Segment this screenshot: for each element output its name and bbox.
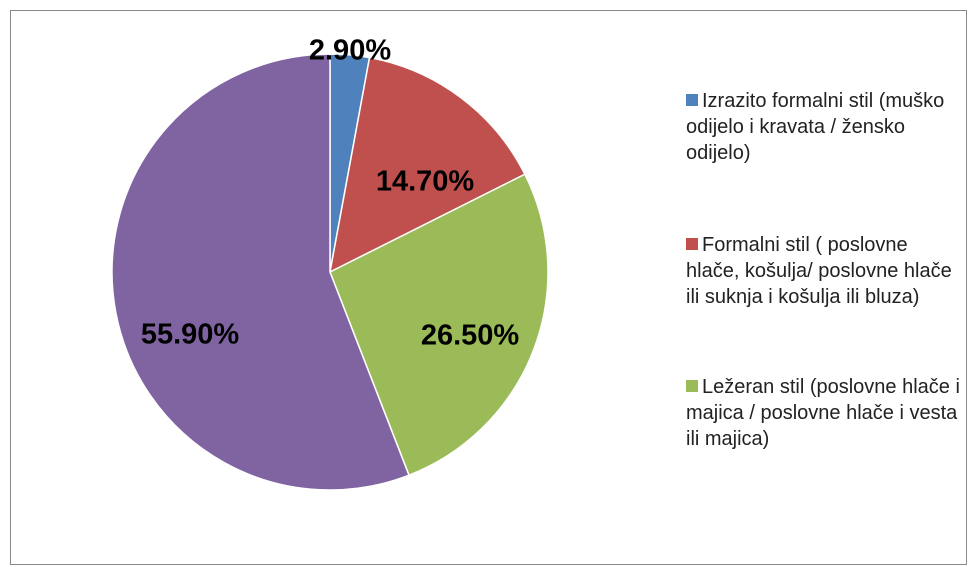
pie-slice <box>329 173 549 477</box>
pie-slice <box>328 56 526 274</box>
legend-label: Izrazito formalni stil (muško odijelo i … <box>686 90 945 164</box>
pie-slice <box>111 53 410 491</box>
chart-frame <box>10 10 967 565</box>
data-label: 14.70% <box>376 166 475 198</box>
legend-label: Ležeran stil (poslovne hlače i majica / … <box>686 376 960 450</box>
legend-swatch <box>686 380 698 392</box>
data-label: 55.90% <box>141 319 240 351</box>
legend-entry: Ležeran stil (poslovne hlače i majica / … <box>686 374 966 452</box>
legend-entry: Izrazito formalni stil (muško odijelo i … <box>686 88 966 166</box>
legend-swatch <box>686 238 698 250</box>
legend-swatch <box>686 94 698 106</box>
data-label: 26.50% <box>421 320 520 352</box>
legend-label: Formalni stil ( poslovne hlače, košulja/… <box>686 234 952 308</box>
legend-entry: Formalni stil ( poslovne hlače, košulja/… <box>686 232 966 310</box>
data-label: 2.90% <box>309 35 391 67</box>
